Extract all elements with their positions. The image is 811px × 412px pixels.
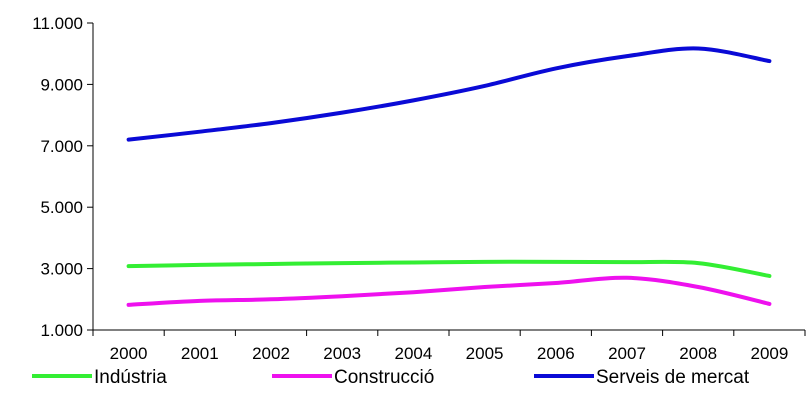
x-tick-label: 2002 <box>252 344 290 363</box>
series-line-2 <box>126 46 772 142</box>
x-tick-label: 2006 <box>537 344 575 363</box>
x-tick-label: 2003 <box>323 344 361 363</box>
x-tick-label: 2009 <box>750 344 788 363</box>
legend-label: Serveis de mercat <box>596 367 750 388</box>
chart-axes: 1.000 3.000 5.000 7.000 9.000 11.000 2000 2001 2… <box>32 14 806 363</box>
legend-label: Indústria <box>94 367 167 388</box>
y-tick-label: 9.000 <box>40 75 83 94</box>
legend: Indústria Construcció Serveis de mercat <box>32 367 750 388</box>
y-tick-label: 5.000 <box>40 198 83 217</box>
x-tick-label: 2001 <box>181 344 219 363</box>
x-tick-label: 2005 <box>466 344 504 363</box>
x-tick-label: 2000 <box>110 344 148 363</box>
y-tick-label: 1.000 <box>40 321 83 340</box>
x-tick-label: 2004 <box>394 344 432 363</box>
series-line-1 <box>126 275 772 307</box>
x-tick-label: 2008 <box>679 344 717 363</box>
series-line-0 <box>126 259 772 278</box>
y-tick-label: 11.000 <box>32 14 83 33</box>
y-tick-label: 3.000 <box>40 260 83 279</box>
y-tick-label: 7.000 <box>40 137 83 156</box>
legend-label: Construcció <box>334 367 434 388</box>
series-layer <box>126 46 772 307</box>
x-tick-label: 2007 <box>608 344 646 363</box>
